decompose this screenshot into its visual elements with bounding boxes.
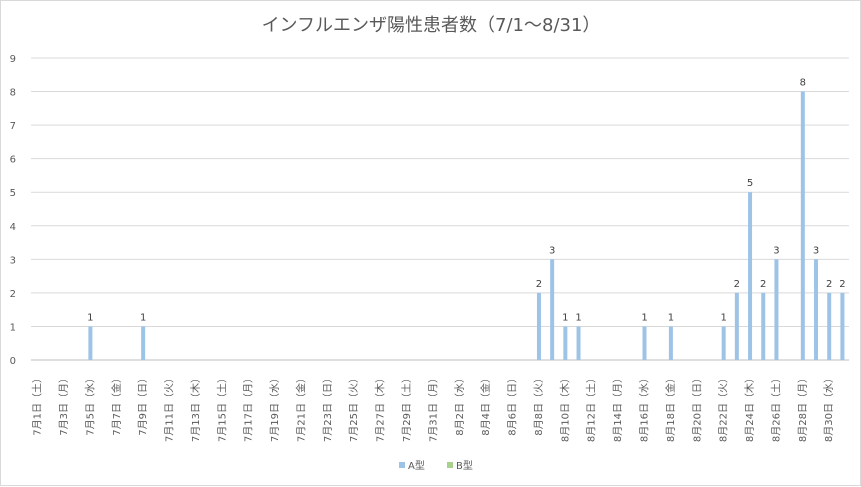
bar — [721, 326, 726, 360]
x-tick-label: 8月24日（木） — [744, 373, 756, 442]
bar — [748, 192, 753, 360]
x-tick-label: 8月18日（金） — [664, 373, 677, 442]
y-axis-ticks: 0 1 2 3 4 5 6 7 8 9 — [10, 54, 16, 367]
legend-label: B型 — [456, 459, 473, 472]
data-label: 1 — [641, 312, 647, 323]
y-tick-label: 6 — [10, 155, 16, 166]
y-tick-label: 0 — [10, 356, 16, 367]
x-tick-label: 8月10日（木） — [559, 373, 571, 442]
y-tick-label: 3 — [10, 255, 16, 266]
x-tick-label: 7月9日（日） — [137, 373, 149, 436]
x-tick-label: 8月14日（月） — [612, 373, 624, 442]
x-tick-label: 7月21日（金） — [294, 373, 307, 442]
bar — [141, 326, 146, 360]
data-label: 1 — [87, 312, 93, 323]
x-tick-label: 7月31日（月） — [427, 373, 439, 442]
bar — [761, 292, 766, 360]
legend-swatch — [447, 462, 453, 468]
bar — [536, 292, 541, 360]
x-tick-label: 8月20日（日） — [691, 373, 703, 442]
data-label: 2 — [536, 279, 542, 290]
bar — [668, 326, 673, 360]
x-tick-label: 8月28日（月） — [797, 373, 809, 442]
data-label: 2 — [760, 279, 766, 290]
data-label: 5 — [747, 178, 753, 189]
x-tick-label: 7月1日（土） — [31, 373, 44, 436]
bar — [827, 292, 832, 360]
bar — [814, 259, 819, 360]
data-label: 3 — [549, 245, 555, 256]
x-tick-label: 8月8日（火） — [533, 373, 545, 436]
x-tick-label: 7月11日（火） — [164, 373, 176, 442]
data-label: 1 — [668, 312, 674, 323]
data-label: 2 — [734, 279, 740, 290]
y-tick-label: 4 — [10, 222, 16, 233]
bars — [88, 91, 845, 361]
data-label: 1 — [140, 312, 146, 323]
data-label: 8 — [800, 78, 806, 89]
x-tick-label: 8月26日（土） — [769, 373, 782, 442]
data-label: 3 — [773, 245, 779, 256]
x-tick-label: 7月23日（日） — [322, 373, 334, 442]
data-label: 2 — [839, 279, 845, 290]
x-tick-label: 8月22日（火） — [718, 373, 730, 442]
x-tick-label: 7月3日（月） — [58, 373, 70, 436]
bar — [774, 259, 779, 360]
bar — [550, 259, 555, 360]
x-tick-label: 7月27日（木） — [375, 373, 387, 442]
bar — [88, 326, 93, 360]
x-tick-label: 7月7日（金） — [110, 373, 123, 436]
chart-title: インフルエンザ陽性患者数（7/1〜8/31） — [262, 15, 601, 36]
x-axis-ticks: 7月1日（土） 7月3日（月） 7月5日（水） 7月7日（金） 7月9日（日） 7月11日… — [31, 373, 836, 442]
x-tick-label: 7月17日（月） — [243, 373, 255, 442]
legend-label: A型 — [408, 459, 425, 472]
y-tick-label: 1 — [10, 322, 16, 333]
x-tick-label: 7月19日（水） — [269, 373, 281, 442]
bar — [576, 326, 581, 360]
bar — [563, 326, 568, 360]
legend-swatch — [399, 462, 405, 468]
x-tick-label: 8月16日（水） — [639, 373, 651, 442]
data-label: 1 — [562, 312, 568, 323]
x-tick-label: 8月30日（水） — [823, 373, 835, 442]
y-tick-label: 8 — [10, 88, 16, 99]
y-tick-label: 9 — [10, 54, 16, 65]
x-tick-label: 7月5日（水） — [84, 373, 96, 436]
x-tick-label: 8月12日（土） — [585, 373, 598, 442]
legend: A型 B型 — [399, 459, 473, 472]
x-tick-label: 7月13日（木） — [190, 373, 202, 442]
x-tick-label: 8月2日（水） — [454, 373, 466, 436]
x-tick-label: 7月25日（火） — [348, 373, 360, 442]
y-tick-label: 2 — [10, 289, 16, 300]
data-label: 3 — [813, 245, 819, 256]
bar — [840, 292, 845, 360]
x-tick-label: 8月4日（金） — [479, 373, 492, 436]
y-tick-label: 5 — [10, 188, 16, 199]
gridlines — [31, 57, 849, 361]
data-label: 1 — [720, 312, 726, 323]
y-tick-label: 7 — [10, 121, 16, 132]
x-tick-label: 8月6日（日） — [507, 373, 519, 436]
data-label: 2 — [826, 279, 832, 290]
data-label: 1 — [575, 312, 581, 323]
bar — [642, 326, 647, 360]
bar — [800, 91, 805, 361]
x-tick-label: 7月15日（土） — [215, 373, 228, 442]
bar — [734, 292, 739, 360]
x-tick-label: 7月29日（土） — [400, 373, 413, 442]
